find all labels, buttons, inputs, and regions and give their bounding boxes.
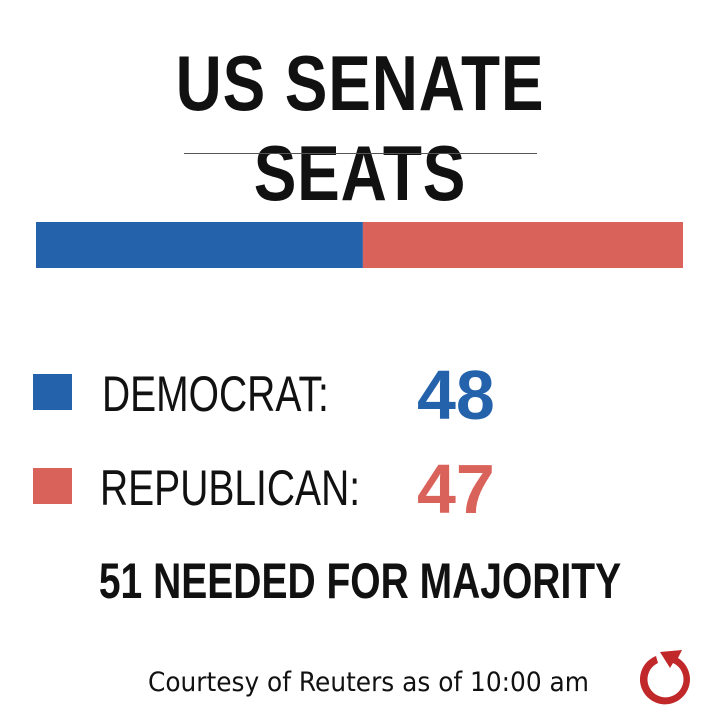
seat-bar-chart (36, 222, 683, 268)
legend-item-democrat: DEMOCRAT: 48 (0, 356, 720, 434)
majority-note: 51 NEEDED FOR MAJORITY (98, 553, 622, 609)
legend-item-republican: REPUBLICAN: 47 (0, 450, 720, 528)
republican-count: 47 (417, 450, 495, 528)
republican-swatch (33, 468, 72, 504)
democrat-swatch (33, 374, 72, 410)
democrat-count: 48 (417, 356, 495, 434)
credit-text: Courtesy of Reuters as of 10:00 am (148, 667, 589, 698)
republican-label: REPUBLICAN: (100, 460, 361, 516)
refresh-arrow-icon (639, 650, 690, 705)
bar-segment-republican (362, 222, 683, 268)
page-title: US SENATE SEATS (175, 39, 545, 217)
bar-segment-democrat (36, 222, 363, 268)
democrat-label: DEMOCRAT: (102, 366, 329, 422)
divider (184, 153, 537, 154)
